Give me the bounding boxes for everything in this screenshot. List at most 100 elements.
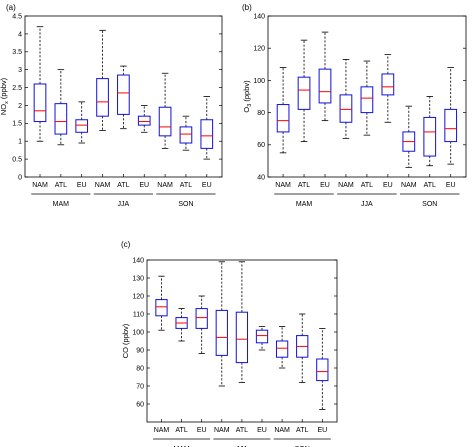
y-tick-label: 90 [136, 347, 144, 354]
box-son-eu [200, 96, 214, 160]
y-tick-label: 4 [18, 31, 22, 38]
box-jja-nam [339, 59, 353, 139]
box-son-atl [296, 313, 309, 383]
iqr-box [195, 308, 208, 329]
y-tick-label: 140 [132, 257, 144, 264]
box-son-eu [444, 67, 458, 165]
y-tick-label: 130 [132, 275, 144, 282]
box-mam-nam [155, 275, 168, 331]
plot-frame [24, 15, 223, 178]
y-axis-label-main: NO [0, 104, 8, 115]
y-tick-label: 1 [18, 139, 22, 146]
y-tick-label: 3.5 [12, 49, 22, 56]
category-label: EU [383, 182, 393, 189]
box-jja-eu [255, 326, 269, 351]
box-jja-nam [96, 29, 109, 131]
y-tick-label: 120 [132, 293, 144, 300]
iqr-box [235, 311, 249, 364]
y-axis-label-units: (ppbv) [0, 77, 8, 101]
group-label-son: SON [178, 201, 193, 208]
category-label: ATL [424, 182, 436, 189]
y-axis-label: NOx (ppbv) [0, 77, 10, 115]
category-label: ATL [361, 182, 373, 189]
y-axis-label-units: (ppbv) [242, 80, 251, 104]
category-label: EU [320, 182, 330, 189]
box-jja-nam [215, 261, 228, 387]
box-son-nam [275, 326, 289, 369]
iqr-box [158, 106, 172, 137]
y-tick-label: 2 [18, 103, 22, 110]
y-tick-label: 100 [253, 78, 265, 85]
iqr-box [96, 78, 109, 117]
category-label: NAM [95, 182, 111, 189]
iqr-box [360, 86, 374, 114]
category-label: EU [202, 182, 212, 189]
iqr-box [316, 358, 329, 382]
y-tick-label: 70 [136, 383, 144, 390]
category-label: NAM [214, 427, 230, 434]
iqr-box [423, 116, 437, 157]
group-label-mam: MAM [296, 201, 313, 208]
iqr-box [339, 94, 353, 123]
group-label-son: SON [422, 201, 437, 208]
category-label: NAM [154, 427, 170, 434]
box-mam-atl [297, 39, 311, 142]
box-son-nam [158, 72, 172, 149]
category-label: EU [139, 182, 149, 189]
iqr-box [444, 108, 458, 143]
category-label: NAM [338, 182, 354, 189]
box-son-atl [423, 96, 437, 167]
iqr-box [155, 299, 168, 317]
category-label: ATL [296, 427, 308, 434]
y-axis-label-units: (ppbv) [121, 323, 130, 347]
category-label: NAM [401, 182, 417, 189]
category-label: ATL [180, 182, 192, 189]
category-label: ATL [236, 427, 248, 434]
category-label: EU [197, 427, 207, 434]
box-jja-atl [235, 261, 249, 383]
y-axis-label: O3 (ppbv) [242, 80, 253, 113]
y-tick-label: 1.5 [12, 121, 22, 128]
y-axis-label: CO (ppbv) [121, 323, 130, 358]
panel-label: (c) [121, 240, 131, 249]
group-label-jja: JJA [118, 201, 130, 208]
box-mam-eu [75, 101, 89, 144]
panel-label: (b) [242, 3, 252, 12]
iqr-box [275, 340, 289, 358]
group-label-jja: JJA [361, 201, 373, 208]
iqr-box [215, 309, 228, 356]
y-tick-label: 3 [18, 67, 22, 74]
iqr-box [75, 119, 89, 133]
y-tick-label: 0.5 [12, 157, 22, 164]
panel-a: (a) 0 0.5 1 1.5 2 2.5 3 3.5 4 4.5 NOx (ppbv) NAM ATL E… [0, 3, 223, 208]
box-mam-atl [175, 308, 188, 342]
category-label: EU [317, 427, 327, 434]
iqr-box [276, 104, 290, 133]
y-tick-label: 60 [257, 142, 265, 149]
iqr-box [117, 74, 130, 115]
category-label: ATL [117, 182, 129, 189]
iqr-box [318, 68, 332, 104]
box-jja-atl [117, 65, 130, 130]
box-mam-nam [33, 26, 47, 142]
box-mam-eu [318, 31, 332, 122]
y-axis-label-subscript: 3 [247, 104, 253, 107]
y-tick-label: 2.5 [12, 85, 22, 92]
category-label: NAM [157, 182, 173, 189]
box-mam-nam [276, 67, 290, 154]
y-tick-label: 80 [257, 110, 265, 117]
y-tick-label: 80 [136, 365, 144, 372]
y-tick-label: 0 [18, 174, 22, 181]
y-axis-label-main: CO [121, 347, 130, 358]
y-axis-label-main: O [242, 107, 251, 113]
box-son-eu [316, 327, 329, 410]
category-label: EU [77, 182, 87, 189]
y-tick-label: 120 [253, 46, 265, 53]
iqr-box [33, 83, 47, 123]
box-son-nam [402, 105, 416, 168]
y-tick-label: 4.5 [12, 13, 22, 20]
panel-label: (a) [6, 3, 16, 12]
iqr-box [54, 103, 68, 135]
category-label: EU [257, 427, 267, 434]
